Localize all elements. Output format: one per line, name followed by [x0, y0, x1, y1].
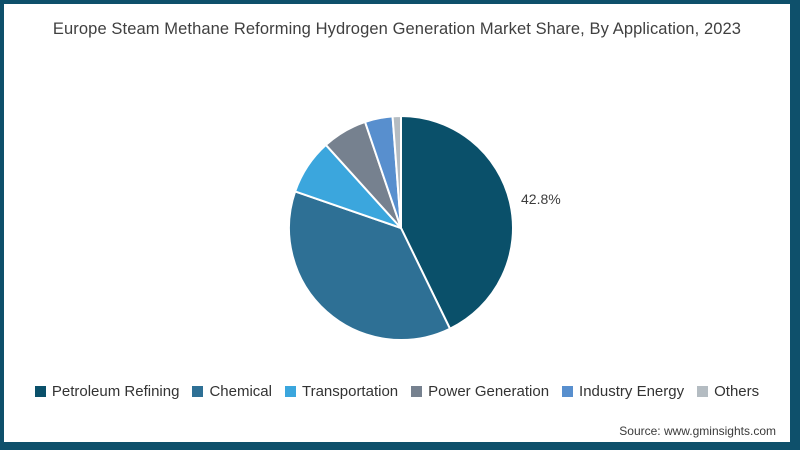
legend-item-transportation: Transportation — [284, 383, 399, 400]
legend-item-power-generation: Power Generation — [411, 383, 549, 400]
chart-title: Europe Steam Methane Reforming Hydrogen … — [52, 20, 742, 38]
legend-label: Transportation — [301, 383, 399, 400]
legend-swatch — [192, 386, 204, 397]
pie-chart — [288, 115, 514, 341]
legend-swatch — [34, 386, 46, 397]
pie-slice-chemical — [288, 190, 451, 341]
legend-swatch — [562, 386, 574, 397]
legend-label: Industry Energy — [579, 383, 685, 400]
pie-slice-petroleum-refining — [400, 115, 514, 330]
data-label-petroleum-refining: 42.8% — [521, 191, 561, 207]
legend-item-chemical: Chemical — [192, 383, 272, 400]
legend-label: Petroleum Refining — [51, 383, 180, 400]
legend-swatch — [697, 386, 709, 397]
legend-label: Others — [714, 383, 760, 400]
legend-label: Power Generation — [428, 383, 550, 400]
legend-item-others: Others — [697, 383, 759, 400]
source-note: Source: www.gminsights.com — [619, 424, 776, 438]
legend: Petroleum Refining Chemical Transportation… — [4, 383, 790, 400]
pie-slices — [288, 115, 514, 341]
legend-swatch — [284, 386, 296, 397]
legend-label: Chemical — [209, 383, 272, 400]
legend-swatch — [411, 386, 423, 397]
pie-slice-others — [391, 115, 402, 229]
legend-item-petroleum-refining: Petroleum Refining — [34, 383, 180, 400]
legend-item-industry-energy: Industry Energy — [562, 383, 684, 400]
